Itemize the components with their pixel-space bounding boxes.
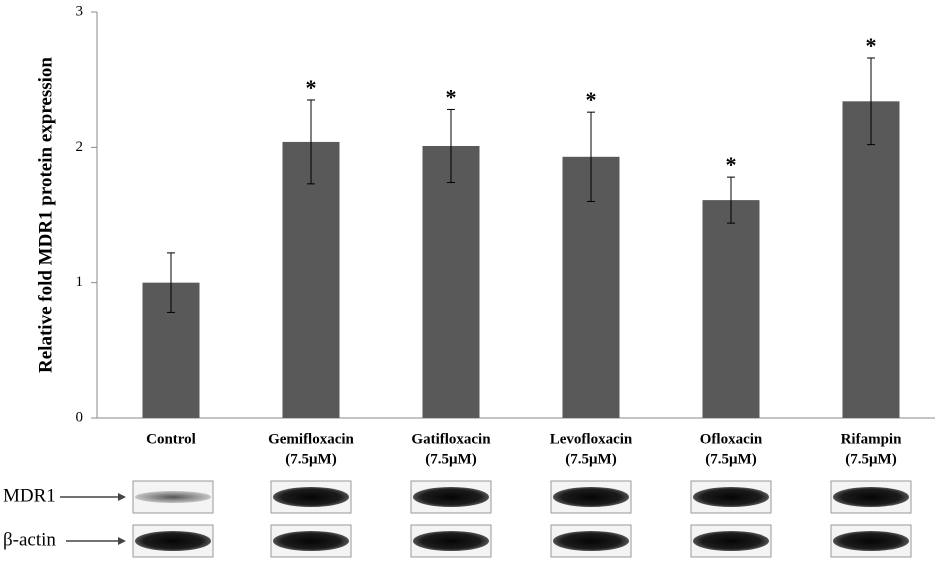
blot-label: MDR1	[3, 485, 56, 506]
y-tick-label: 0	[76, 409, 84, 425]
x-tick-sublabel: (7.5μM)	[705, 451, 756, 467]
significance-mark: *	[726, 152, 737, 177]
x-tick-sublabel: (7.5μM)	[845, 451, 896, 467]
blot-band	[833, 487, 909, 507]
blot-band	[413, 531, 489, 551]
x-tick-sublabel: (7.5μM)	[425, 451, 476, 467]
blot-band	[135, 491, 211, 503]
blot-band	[553, 487, 629, 507]
blot-band	[693, 531, 769, 551]
page: Relative fold MDR1 protein expression 0 1…	[0, 0, 935, 562]
blot-band	[273, 487, 349, 507]
significance-mark: *	[586, 87, 597, 112]
x-tick-sublabel: (7.5μM)	[285, 451, 336, 467]
x-tick-label: Gatifloxacin	[411, 431, 491, 447]
x-tick-label: Levofloxacin	[550, 431, 633, 447]
blot-band	[273, 531, 349, 551]
y-tick-label: 2	[76, 139, 84, 155]
blot-arrowhead	[118, 493, 126, 501]
blot-arrowhead	[118, 537, 126, 545]
blot-band	[135, 531, 211, 551]
y-tick-label: 3	[76, 3, 84, 19]
x-tick-label: Gemifloxacin	[268, 431, 354, 447]
y-tick-label: 1	[76, 274, 84, 290]
y-axis-title: Relative fold MDR1 protein expression	[35, 57, 56, 373]
significance-mark: *	[866, 33, 877, 58]
blot-band	[413, 487, 489, 507]
bar	[703, 200, 760, 418]
x-tick-sublabel: (7.5μM)	[565, 451, 616, 467]
x-tick-label: Rifampin	[841, 431, 903, 447]
blot-band	[833, 531, 909, 551]
blot-label: β-actin	[3, 529, 56, 550]
chart: Relative fold MDR1 protein expression 0 1…	[0, 0, 935, 562]
x-tick-label: Ofloxacin	[700, 431, 763, 447]
significance-mark: *	[446, 84, 457, 109]
x-tick-label: Control	[146, 431, 196, 447]
blot-band	[553, 531, 629, 551]
bar	[843, 101, 900, 418]
bar	[423, 146, 480, 418]
blot-band	[693, 487, 769, 507]
significance-mark: *	[306, 75, 317, 100]
